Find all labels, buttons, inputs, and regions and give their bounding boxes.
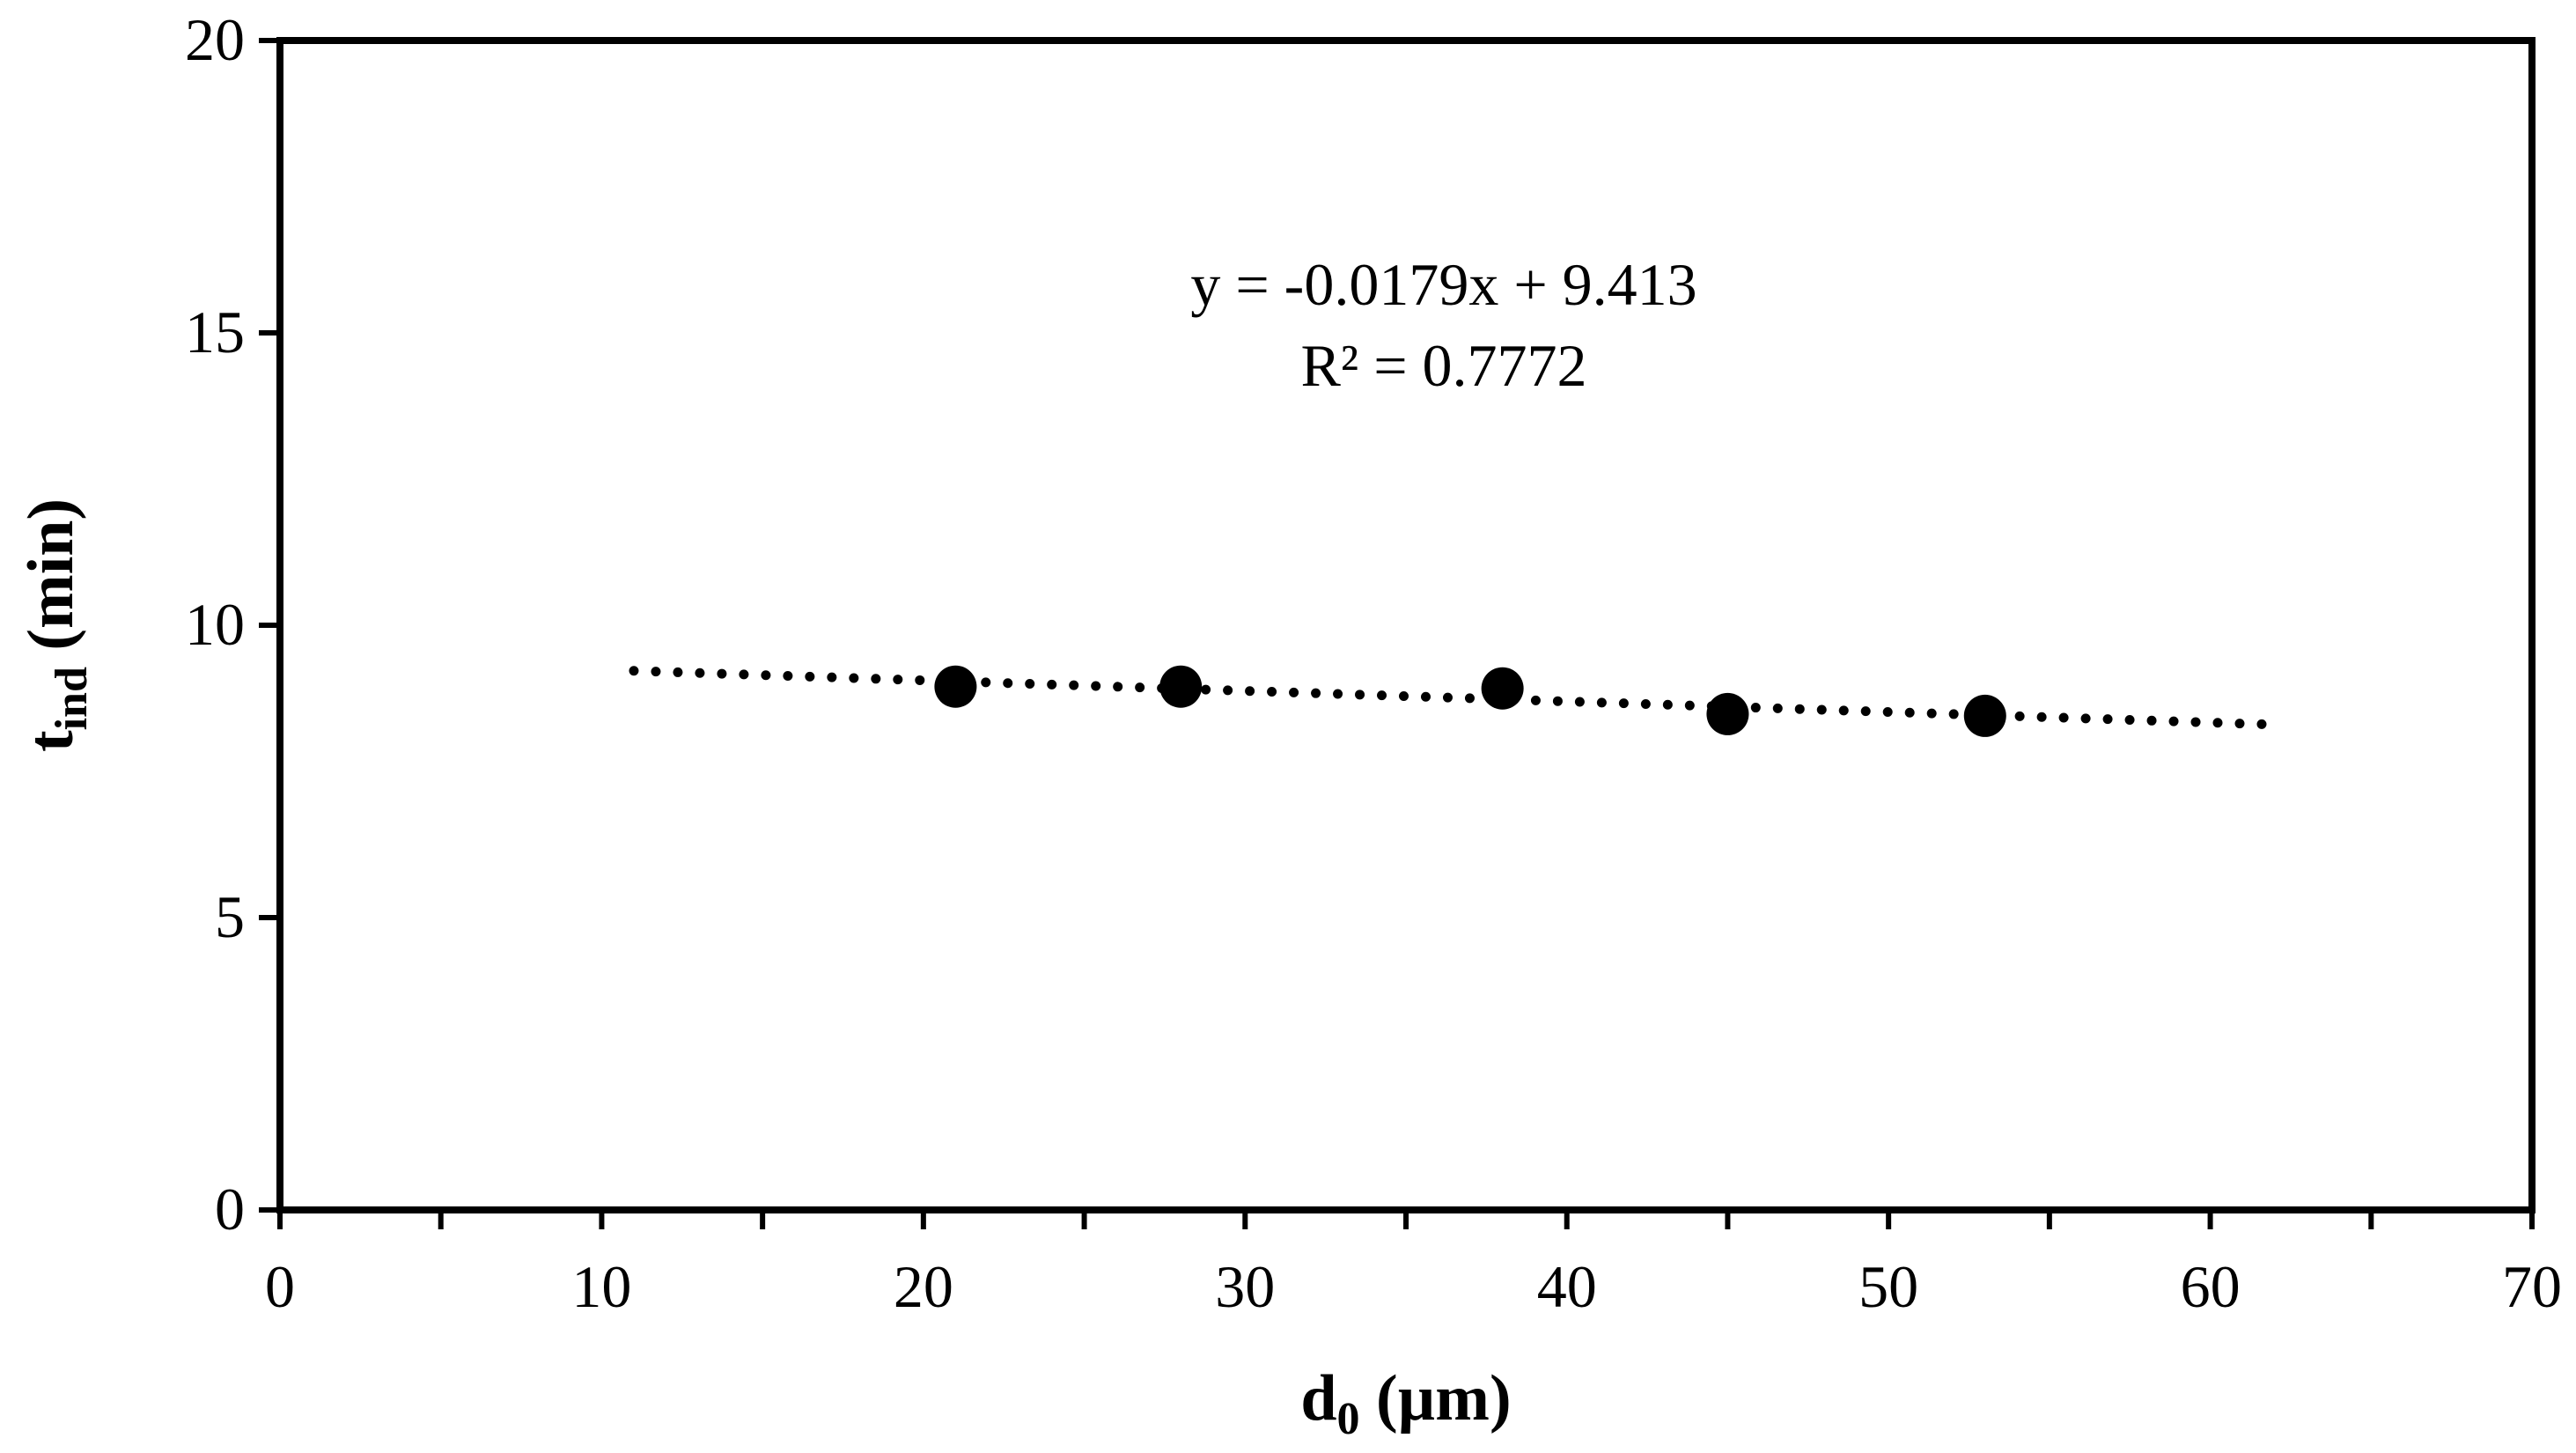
y-axis-ticks: 0 5 10 15 20 — [185, 6, 280, 1243]
data-point — [1963, 694, 2006, 737]
x-axis-label-sub: 0 — [1337, 1394, 1360, 1444]
y-tick-label: 15 — [185, 299, 245, 365]
data-point — [1481, 667, 1524, 710]
y-tick-label: 20 — [185, 6, 245, 73]
x-axis-label: d0 (µm) — [1300, 1362, 1511, 1444]
y-axis-label: tind (min) — [15, 498, 97, 752]
data-point — [934, 665, 977, 708]
plot-area — [276, 37, 2536, 1213]
x-axis-label-main: d — [1300, 1362, 1336, 1435]
x-tick-label: 20 — [894, 1253, 953, 1320]
y-axis-label-main: t — [15, 730, 87, 752]
x-tick-label: 30 — [1215, 1253, 1275, 1320]
trendline-equation: y = -0.0179x + 9.413 — [1190, 251, 1696, 318]
trendline — [629, 666, 2280, 730]
x-tick-label: 50 — [1858, 1253, 1918, 1320]
x-tick-label: 70 — [2502, 1253, 2562, 1320]
r-squared-label: R² = 0.7772 — [1300, 332, 1586, 399]
x-axis-label-unit: (µm) — [1360, 1362, 1512, 1435]
x-tick-label: 60 — [2181, 1253, 2241, 1320]
data-point — [1706, 692, 1749, 735]
trendline-group — [629, 666, 2280, 730]
plot-frame — [276, 37, 2536, 1213]
x-axis-ticks: 0 10 20 30 40 50 60 70 — [265, 1210, 2562, 1320]
x-tick-label: 40 — [1537, 1253, 1597, 1320]
y-axis-label-unit: (min) — [15, 498, 87, 667]
data-point — [1159, 665, 1203, 708]
y-tick-label: 0 — [215, 1176, 245, 1243]
y-tick-label: 10 — [185, 591, 245, 658]
y-axis-label-sub: ind — [47, 667, 97, 730]
x-tick-label: 10 — [571, 1253, 631, 1320]
y-tick-label: 5 — [215, 883, 245, 950]
data-points — [934, 665, 2006, 737]
x-tick-label: 0 — [265, 1253, 295, 1320]
